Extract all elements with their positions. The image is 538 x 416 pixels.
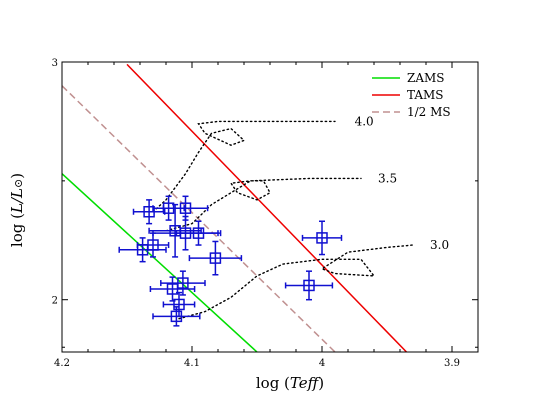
legend-entry-1-2-ms: 1/2 MS [407, 105, 451, 119]
track-label: 3.0 [430, 238, 449, 252]
data-point [118, 237, 167, 263]
track-3-0 [178, 244, 414, 320]
track-label: 4.0 [355, 114, 374, 128]
y-tick-label: 2 [52, 296, 58, 307]
x-tick-label: 4.1 [184, 358, 200, 369]
sequence-lines [62, 63, 408, 352]
point-marker [209, 252, 222, 264]
x-axis-label: log (Teff) [256, 374, 324, 392]
track-label: 3.5 [378, 171, 397, 185]
data-point [301, 220, 343, 256]
data-point [175, 220, 222, 246]
data-point [149, 276, 196, 302]
data-point [162, 291, 196, 318]
data-points [118, 195, 343, 327]
data-point [284, 270, 334, 301]
y-axis-label: log (L/L⊙) [8, 173, 26, 247]
point-marker [166, 283, 179, 295]
line-1-2-ms [62, 85, 336, 352]
point-marker [179, 202, 192, 214]
data-point [188, 240, 243, 276]
legend-entry-zams: ZAMS [407, 71, 445, 85]
evolutionary-tracks: 4.0 3.5 3.0 [152, 114, 449, 320]
point-marker [177, 277, 189, 289]
point-marker [173, 298, 185, 311]
line-tams [126, 63, 408, 352]
x-tick-label: 4 [319, 358, 325, 369]
y-tick-label: 3 [52, 58, 58, 69]
legend: ZAMS TAMS 1/2 MS [372, 71, 451, 119]
data-point [160, 270, 206, 296]
x-tick-label: 3.9 [444, 358, 460, 369]
line-zams [62, 173, 258, 352]
x-tick-label: 4.2 [54, 358, 70, 369]
track-4-0 [152, 120, 336, 213]
legend-entry-tams: TAMS [407, 88, 444, 102]
point-marker [136, 244, 149, 256]
axis-ticks: 4.2 4.1 4 3.9 2 3 [52, 58, 478, 369]
data-point [152, 306, 201, 327]
point-marker [303, 279, 315, 292]
track-3-5 [165, 177, 362, 232]
point-marker [192, 227, 205, 239]
data-point [132, 199, 166, 225]
point-marker [316, 232, 328, 244]
point-marker [143, 206, 155, 218]
point-marker [170, 310, 183, 323]
